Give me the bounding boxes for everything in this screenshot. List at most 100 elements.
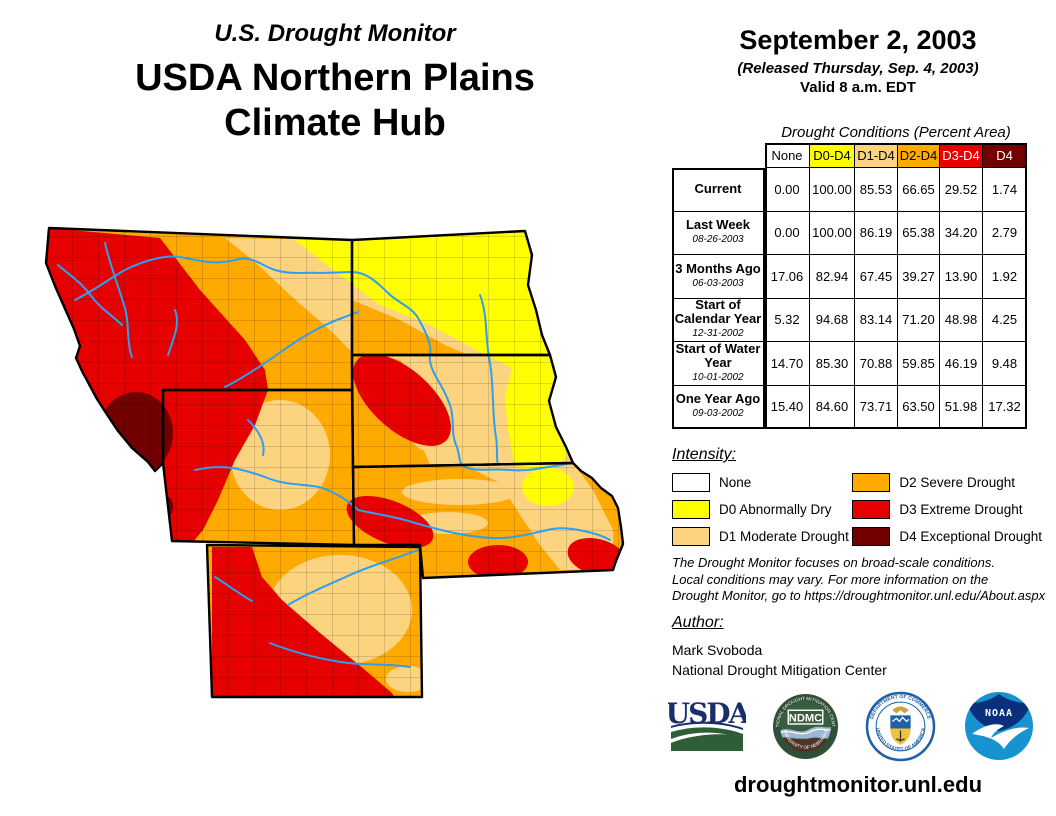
state-borders [44, 226, 625, 699]
table-value-cell: 73.71 [855, 385, 898, 429]
author-organization: National Drought Mitigation Center [672, 662, 887, 678]
column-header-d1-d4: D1-D4 [855, 143, 898, 168]
drought-conditions-table: None D0-D4 D1-D4 D2-D4 D3-D4 D4 Current 0.00 100… [672, 143, 1027, 429]
table-value-cell: 0.00 [765, 168, 810, 212]
table-value-cell: 13.90 [940, 255, 983, 299]
author-heading: Author: [672, 614, 724, 631]
valid-time: Valid 8 a.m. EDT [800, 79, 916, 96]
svg-text:NDMC: NDMC [789, 712, 822, 724]
legend-item: D1 Moderate Drought [672, 526, 852, 547]
table-value-cell: 86.19 [855, 211, 898, 255]
table-caption: Drought Conditions (Percent Area) [781, 124, 1011, 141]
legend-label: None [719, 475, 752, 490]
colorado-river [214, 576, 253, 602]
table-value-cell: 2.79 [983, 211, 1027, 255]
row-label: 3 Months Ago 06-03-2003 [672, 255, 765, 299]
noaa-logo: NOAA [965, 692, 1033, 760]
county-lines [46, 228, 623, 697]
column-header-d2-d4: D2-D4 [898, 143, 940, 168]
agency-logos: USDA NDMC NATIONAL DROUGHT MITIGATION CE… [668, 688, 1036, 764]
disclaimer-text: The Drought Monitor focuses on broad-sca… [672, 555, 1046, 603]
legend-swatch [672, 527, 710, 546]
title-block: U.S. Drought Monitor USDA Northern Plain… [10, 20, 660, 146]
table-value-cell: 1.74 [983, 168, 1027, 212]
legend-label: D1 Moderate Drought [719, 529, 849, 544]
column-header-d4: D4 [983, 143, 1027, 168]
svg-text:NOAA: NOAA [985, 708, 1013, 719]
upper-missouri-river [167, 309, 178, 356]
legend-columns: None D0 Abnormally Dry D1 Moderate Drought… [672, 472, 1042, 547]
legend-swatch [852, 527, 891, 546]
intensity-legend: Intensity: None D0 Abnormally Dry D1 Moder… [672, 446, 1042, 547]
legend-swatch [672, 500, 710, 519]
column-header-none: None [765, 143, 810, 168]
platte-river [357, 509, 611, 541]
table-value-cell: 5.32 [765, 298, 810, 342]
page-title: USDA Northern Plains Climate Hub [10, 56, 660, 146]
table-value-cell: 4.25 [983, 298, 1027, 342]
table-value-cell: 0.00 [765, 211, 810, 255]
date-block: September 2, 2003 (Released Thursday, Se… [660, 25, 1056, 96]
dept-of-commerce-seal: DEPARTMENT OF COMMERCE UNITED STATES OF … [865, 691, 936, 761]
table-value-cell: 29.52 [940, 168, 983, 212]
table-value-cell: 48.98 [940, 298, 983, 342]
table-value-cell: 100.00 [810, 168, 855, 212]
bighorn-river [247, 419, 265, 456]
map-date: September 2, 2003 [739, 25, 977, 55]
table-value-cell: 63.50 [898, 385, 940, 429]
row-date: 09-03-2002 [692, 408, 744, 420]
legend-swatch [672, 473, 710, 492]
james-river [479, 294, 499, 466]
author-name: Mark Svoboda [672, 642, 763, 658]
table-value-cell: 39.27 [898, 255, 940, 299]
nebraska-border [351, 461, 625, 580]
page-title-line2: Climate Hub [224, 102, 446, 144]
flathead-river [104, 242, 133, 358]
table-value-cell: 83.14 [855, 298, 898, 342]
row-date: 12-31-2002 [692, 328, 744, 340]
legend-label: D4 Exceptional Drought [899, 529, 1042, 544]
north-platte-river [194, 466, 359, 511]
table-grid: None D0-D4 D1-D4 D2-D4 D3-D4 D4 Current 0.00 100… [672, 143, 1027, 429]
clark-fork-river [57, 264, 123, 326]
table-value-cell: 84.60 [810, 385, 855, 429]
legend-column-1: None D0 Abnormally Dry D1 Moderate Drought [672, 472, 852, 547]
legend-item: D3 Extreme Drought [852, 499, 1042, 520]
table-corner-cell [672, 143, 765, 168]
report-kicker: U.S. Drought Monitor [214, 20, 456, 47]
table-value-cell: 100.00 [810, 211, 855, 255]
row-label: Last Week 08-26-2003 [672, 211, 765, 255]
legend-item: None [672, 472, 852, 493]
table-value-cell: 34.20 [940, 211, 983, 255]
legend-swatch [852, 500, 891, 519]
table-value-cell: 9.48 [983, 342, 1027, 386]
page-title-line1: USDA Northern Plains [135, 57, 535, 99]
yellowstone-river [224, 311, 359, 388]
table-value-cell: 82.94 [810, 255, 855, 299]
row-label: Start of Calendar Year 12-31-2002 [672, 298, 765, 342]
ndmc-logo: NDMC NATIONAL DROUGHT MITIGATION CENTER … [772, 693, 838, 759]
colorado-border [205, 543, 424, 699]
table-value-cell: 85.53 [855, 168, 898, 212]
author-block: Author: Mark Svoboda National Drought Mi… [672, 614, 887, 678]
table-value-cell: 15.40 [765, 385, 810, 429]
table-value-cell: 46.19 [940, 342, 983, 386]
table-value-cell: 94.68 [810, 298, 855, 342]
drought-map [20, 215, 640, 715]
row-date: 10-01-2002 [692, 371, 744, 383]
legend-label: D2 Severe Drought [899, 475, 1015, 490]
row-date: 08-26-2003 [692, 234, 744, 246]
row-label: Current [672, 168, 765, 212]
row-label: One Year Ago 09-03-2002 [672, 385, 765, 429]
table-value-cell: 67.45 [855, 255, 898, 299]
legend-title: Intensity: [672, 446, 737, 463]
table-value-cell: 17.32 [983, 385, 1027, 429]
table-value-cell: 85.30 [810, 342, 855, 386]
table-value-cell: 59.85 [898, 342, 940, 386]
drought-regions [46, 228, 623, 697]
legend-column-2: D2 Severe Drought D3 Extreme Drought D4 Ex… [852, 472, 1042, 547]
column-header-d3-d4: D3-D4 [940, 143, 983, 168]
table-value-cell: 65.38 [898, 211, 940, 255]
row-label: Start of Water Year 10-01-2002 [672, 341, 765, 386]
